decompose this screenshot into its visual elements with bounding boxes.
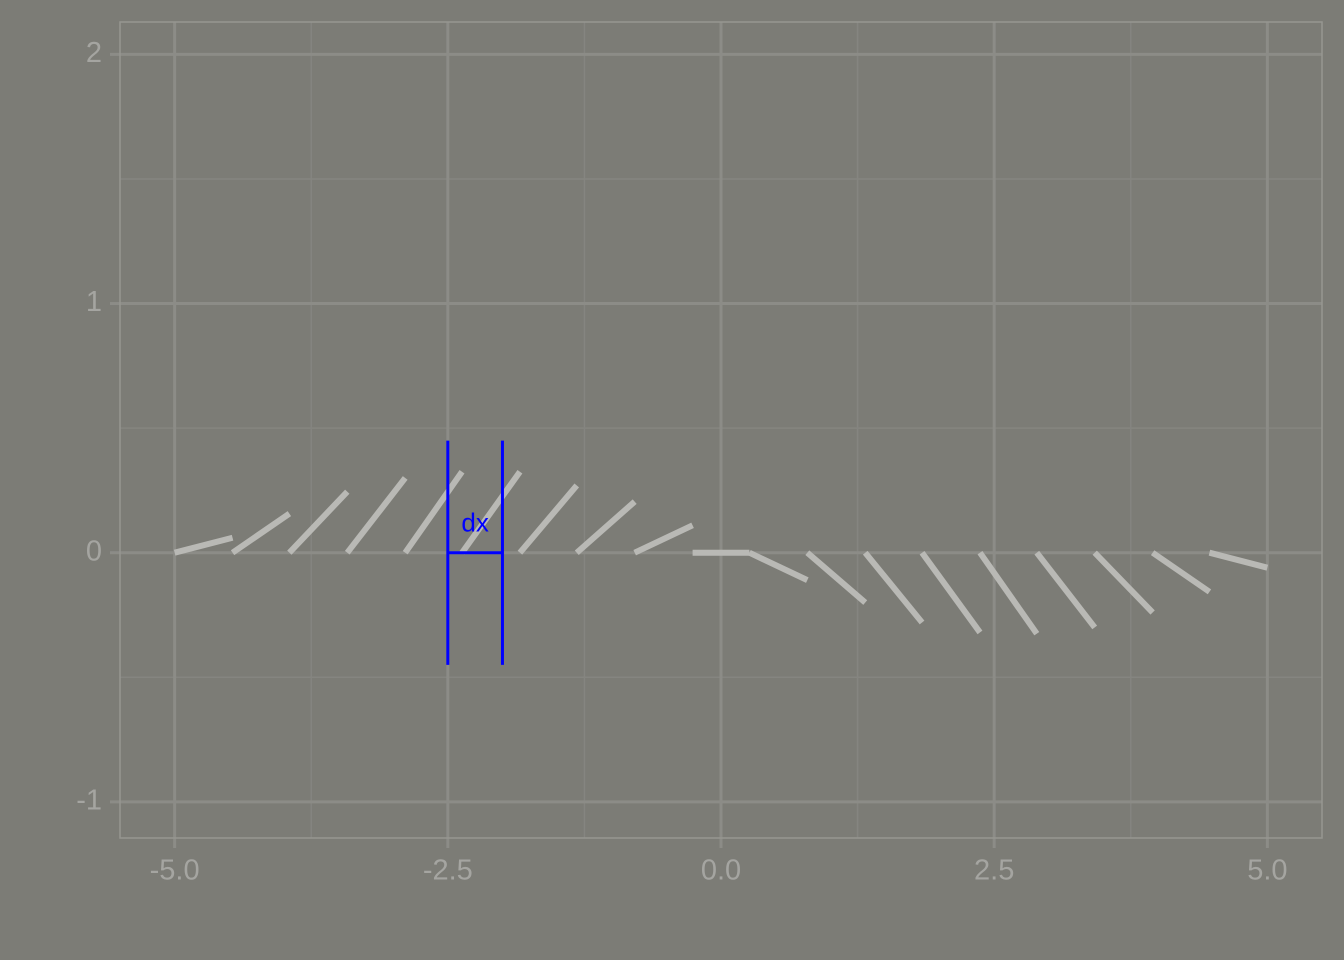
x-tick-label: -5.0 [150, 855, 200, 887]
slope-segment [805, 550, 868, 605]
slope-segment [402, 470, 465, 555]
y-tick-label: -1 [76, 785, 102, 817]
y-tick-label: 0 [86, 535, 102, 567]
slope-segment [862, 550, 925, 625]
slope-segment [977, 550, 1040, 636]
slope-segment [919, 550, 983, 635]
x-tick-label: 2.5 [974, 855, 1014, 887]
slope-segment [287, 489, 350, 555]
slope-segment [574, 499, 637, 555]
slope-segment [1150, 550, 1212, 595]
annotation-label: dx [461, 508, 488, 538]
x-tick-label: 0.0 [701, 855, 741, 887]
y-tick-label: 2 [86, 37, 102, 69]
slope-segment [173, 534, 234, 556]
x-tick-label: 5.0 [1247, 855, 1287, 887]
slope-segment [1092, 550, 1155, 615]
slope-segment [230, 511, 292, 556]
x-tick-label: -2.5 [423, 855, 473, 887]
slope-segment [344, 476, 408, 555]
slope-segment [1034, 550, 1098, 630]
plot-border [119, 21, 1323, 839]
slope-segment [517, 483, 580, 555]
slope-segment [459, 469, 523, 555]
slope-segment [748, 549, 809, 583]
y-tick-label: 1 [86, 286, 102, 318]
slope-segment [633, 522, 694, 556]
slope-segment [1208, 549, 1269, 571]
